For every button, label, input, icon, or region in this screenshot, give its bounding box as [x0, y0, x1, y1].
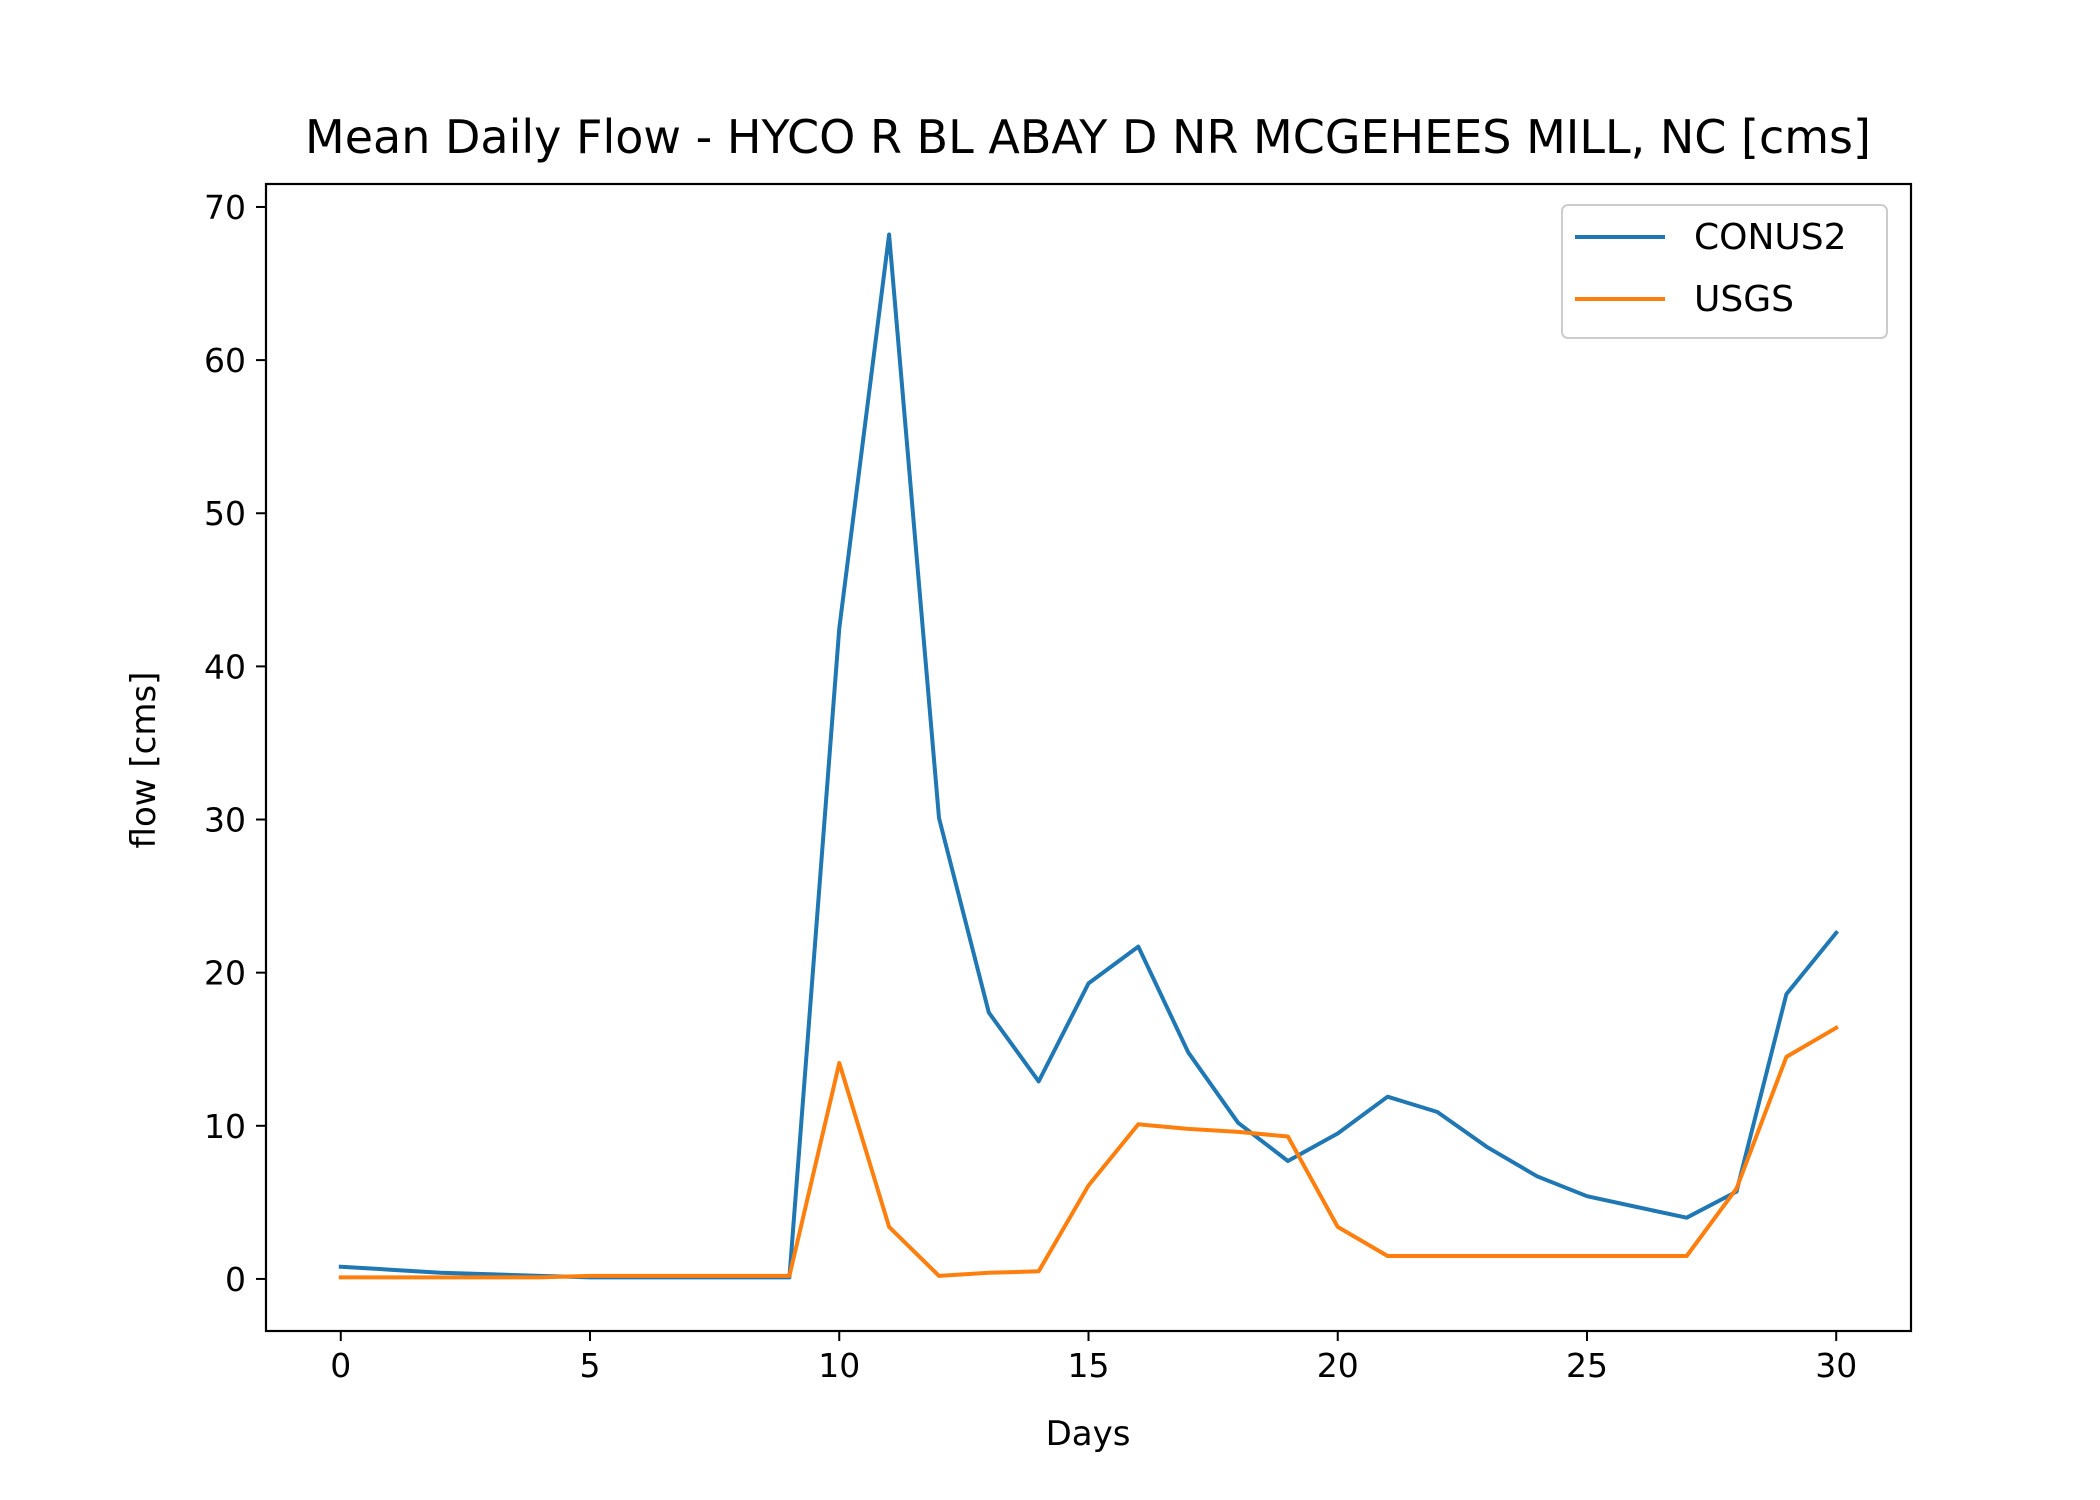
x-tick-label-0: 0 — [330, 1346, 351, 1385]
legend-label-usgs: USGS — [1694, 279, 1794, 320]
x-tick-label-15: 15 — [1068, 1346, 1110, 1385]
y-tick-label-40: 40 — [204, 647, 246, 686]
y-tick-label-10: 10 — [204, 1107, 246, 1146]
y-tick-label-0: 0 — [225, 1260, 246, 1299]
y-axis-label: flow [cms] — [124, 672, 164, 849]
y-tick-label-20: 20 — [204, 954, 246, 993]
plot-area: 0 5 10 15 20 25 30 0 10 20 30 40 50 60 70 — [204, 182, 1913, 1385]
x-tick-label-30: 30 — [1815, 1346, 1857, 1385]
x-axis-label: Days — [1046, 1414, 1131, 1454]
x-tick-label-10: 10 — [818, 1346, 860, 1385]
y-tick-label-50: 50 — [204, 494, 246, 533]
y-tick-label-70: 70 — [204, 188, 246, 227]
legend: CONUS2 USGS — [1561, 204, 1888, 339]
x-tick-label-25: 25 — [1566, 1346, 1608, 1385]
y-tick-label-60: 60 — [204, 341, 246, 380]
legend-label-conus2: CONUS2 — [1694, 217, 1847, 258]
y-tick-label-30: 30 — [204, 801, 246, 840]
x-tick-label-20: 20 — [1317, 1346, 1359, 1385]
series-line-usgs — [338, 1025, 1839, 1280]
x-tick-label-5: 5 — [580, 1346, 601, 1385]
chart-title: Mean Daily Flow - HYCO R BL ABAY D NR MC… — [305, 110, 1871, 164]
